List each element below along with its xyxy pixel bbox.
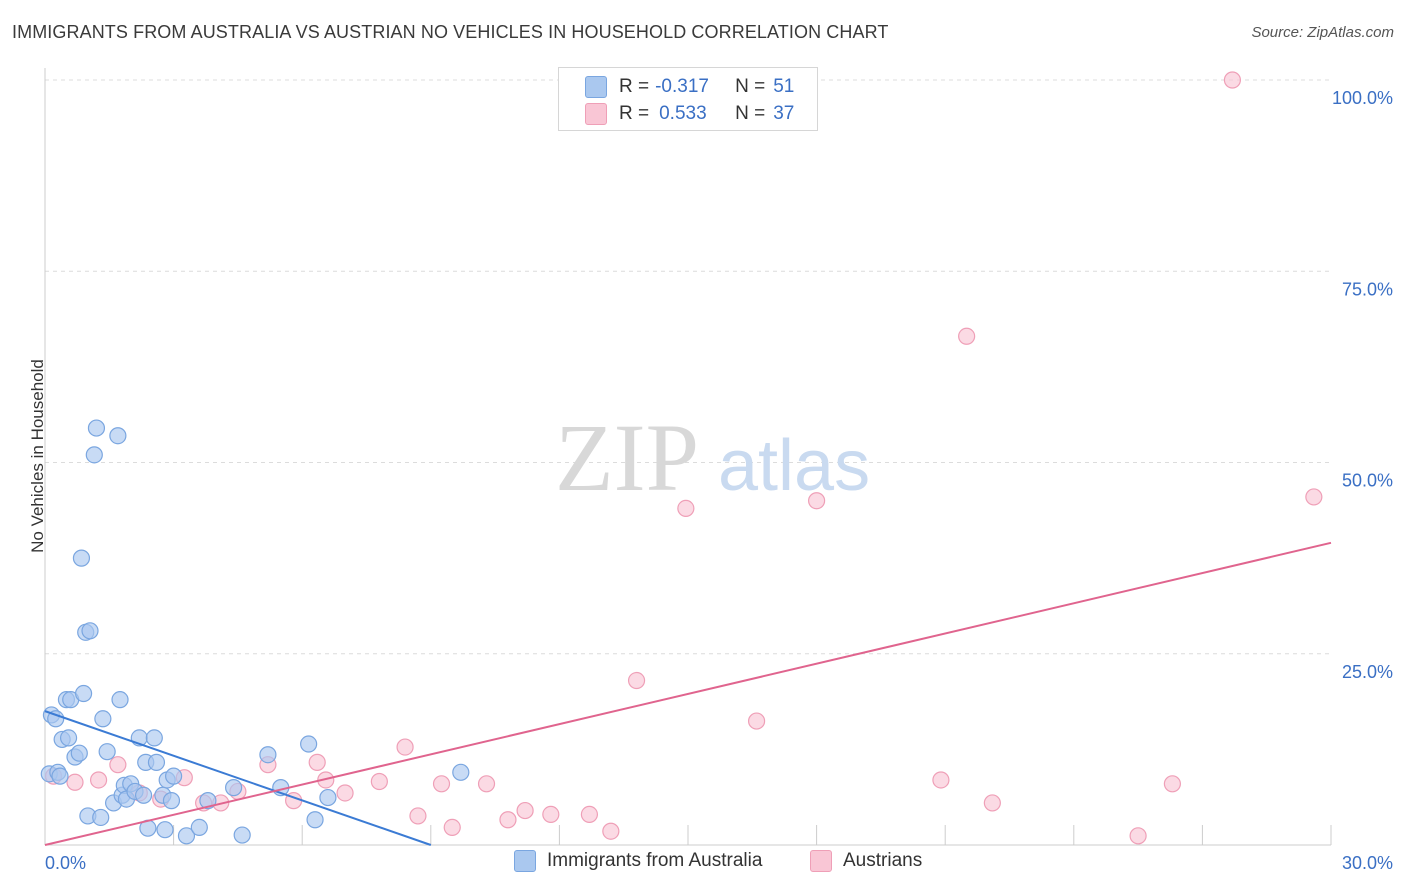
austrians-point-16 [396,738,414,756]
legend-r-label: R = [619,103,650,124]
chart-title: IMMIGRANTS FROM AUSTRALIA VS AUSTRIAN NO… [12,22,889,42]
austrians-point-2 [89,771,108,789]
bottom-swatch-austrians [810,850,832,872]
bottom-legend-australia: Immigrants from Australia [514,850,762,872]
australia-point-17 [87,419,106,437]
legend-r-value: -0.317 [655,76,709,97]
australia-point-43 [225,779,243,797]
austrians-point-12 [308,753,326,771]
austrians-point-27 [677,499,695,517]
australia-point-23 [111,691,129,709]
austrians-point-21 [499,811,517,829]
australia-point-45 [259,746,277,764]
australia-point-7 [59,729,78,747]
austrians-point-23 [542,805,560,824]
austrians-point-32 [983,794,1001,812]
austrians-point-15 [370,772,388,791]
austrians-point-22 [516,801,534,820]
australia-point-20 [98,743,116,761]
tick-labels: 25.0% 50.0% 75.0% 100.0% 0.0% 30.0% [45,88,1393,873]
australia-point-34 [147,753,166,771]
y-tick-label-2: 75.0% [1342,279,1393,299]
australia-point-14 [81,622,99,640]
austrians-point-33 [1129,827,1147,845]
austrians-point-25 [602,822,620,840]
austrians-point-17 [409,807,427,825]
australia-point-2 [47,710,65,728]
australia-point-50 [452,763,470,781]
legend-swatch-austrians [585,103,607,125]
australia-point-36 [156,821,174,839]
australia-point-39 [165,767,183,785]
austrians-trend-line [44,541,1332,846]
watermark: ZIP atlas [555,404,870,511]
legend-row-australia: R = -0.317 N = 51 [585,75,794,99]
legend-row-austrians: R = 0.533 N = 37 [585,102,794,126]
austrians-point-19 [443,818,461,837]
australia-point-18 [92,808,110,827]
austrians-point-36 [1305,488,1323,506]
austrians-point-31 [958,327,976,345]
legend-n-value: 51 [773,76,795,97]
australia-point-38 [162,792,181,810]
australia-trend-line [44,710,432,846]
australia-point-19 [94,710,112,728]
austrians-point-35 [1223,71,1242,89]
australia-point-40 [177,827,196,845]
grid-lines [45,79,1331,655]
legend-n-label: N = [735,76,766,97]
data-points [40,71,1323,845]
australia-point-44 [233,826,251,844]
austrians-point-29 [807,492,826,510]
australia-point-22 [109,427,127,445]
australia-point-10 [70,744,88,762]
watermark-zip: ZIP [555,404,699,511]
y-tick-label-1: 50.0% [1342,471,1393,491]
x-tick-label-left: 0.0% [45,853,86,873]
austrians-point-3 [109,756,127,774]
legend-n-value: 37 [773,103,795,124]
austrians-point-28 [747,712,766,730]
australia-point-48 [306,811,324,829]
legend: R = -0.317 N = 51 R = 0.533 N = 37 [558,67,818,131]
bottom-legend-label-australia: Immigrants from Australia [547,850,763,871]
australia-point-12 [74,684,93,703]
trend-lines [44,541,1332,846]
australia-point-4 [51,767,69,785]
austrians-point-18 [432,775,451,793]
australia-point-49 [319,788,337,807]
legend-n-label: N = [735,103,766,124]
austrians-point-24 [580,805,599,824]
x-tick-label-right: 30.0% [1342,853,1393,873]
australia-point-42 [199,792,217,810]
austrians-point-34 [1163,775,1181,793]
australia-point-30 [134,786,153,804]
y-tick-label-3: 100.0% [1332,88,1393,108]
source-label: Source: ZipAtlas.com [1251,24,1394,41]
australia-point-41 [190,818,208,837]
watermark-atlas: atlas [718,426,870,506]
australia-point-16 [85,446,103,464]
bottom-swatch-australia [514,850,536,872]
austrians-point-26 [627,671,646,690]
austrians-point-14 [336,784,354,802]
austrians-point-1 [66,773,84,791]
y-tick-label-0: 25.0% [1342,662,1393,682]
bottom-legend-label-austrians: Austrians [843,850,923,871]
austrians-point-20 [477,775,496,793]
austrians-point-30 [932,771,950,789]
australia-point-11 [72,549,91,567]
australia-point-33 [145,729,163,747]
australia-point-47 [300,735,318,753]
legend-r-value: 0.533 [659,103,707,124]
bottom-legend-austrians: Austrians [810,850,922,872]
legend-swatch-australia [585,76,607,98]
legend-r-label: R = [619,76,650,97]
